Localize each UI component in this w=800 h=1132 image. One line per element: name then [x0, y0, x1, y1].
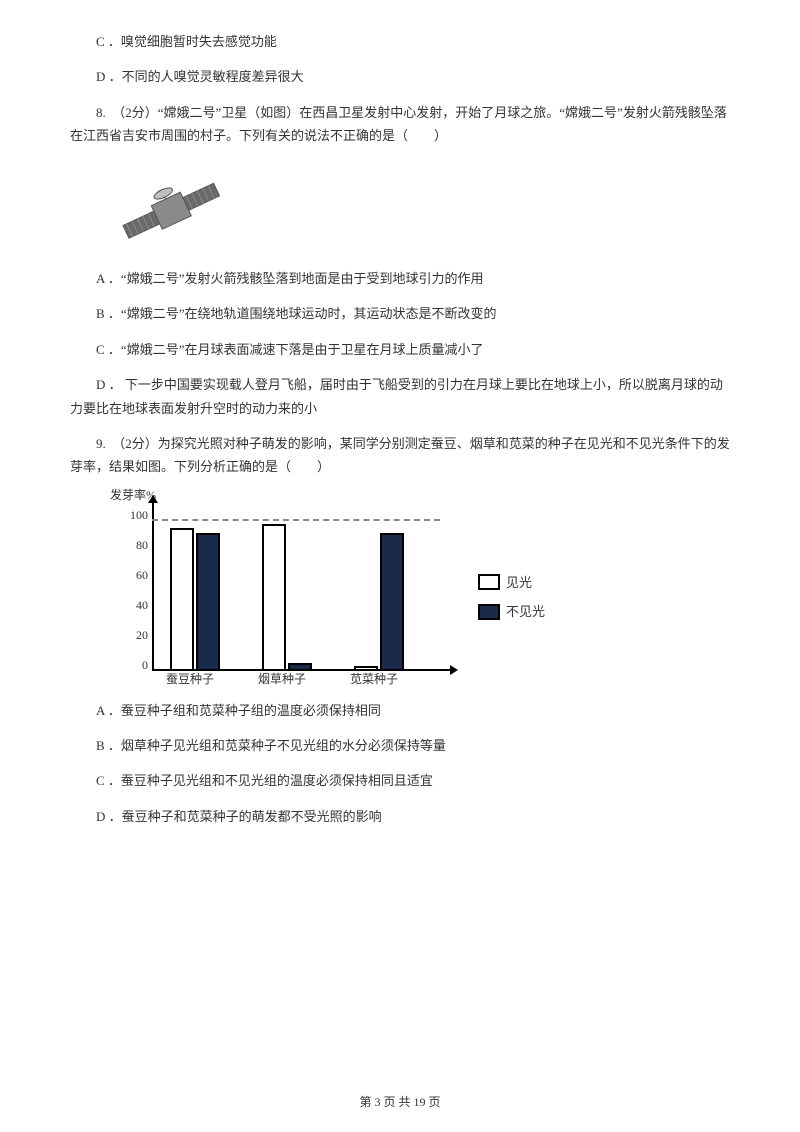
q9-option-d: D ．蚕豆种子和苋菜种子的萌发都不受光照的影响	[70, 805, 730, 828]
chart-tick: 20	[120, 625, 148, 647]
q7-option-d: D ．不同的人嗅觉灵敏程度差异很大	[70, 65, 730, 88]
q8-stem: 8. （2分）“嫦娥二号”卫星（如图）在西昌卫星发射中心发射，开始了月球之旅。“…	[70, 101, 730, 148]
chart-tick: 60	[120, 565, 148, 587]
document-page: C ．嗅觉细胞暂时失去感觉功能 D ．不同的人嗅觉灵敏程度差异很大 8. （2分…	[0, 0, 800, 1132]
chart-category-label: 蚕豆种子	[166, 669, 214, 691]
chart-category-label: 苋菜种子	[350, 669, 398, 691]
chart-tick: 40	[120, 595, 148, 617]
bar-candou-dark	[196, 533, 220, 671]
germination-chart: 发芽率% 0 20 40 60 80 100 蚕豆种子	[110, 491, 580, 691]
chart-tick: 0	[120, 655, 148, 677]
chart-category-label: 烟草种子	[258, 669, 306, 691]
q8-option-c: C ．“嫦娥二号”在月球表面减速下落是由于卫星在月球上质量减小了	[70, 338, 730, 361]
bar-xiancai-dark	[380, 533, 404, 671]
q8-option-d: D ． 下一步中国要实现载人登月飞船，届时由于飞船受到的引力在月球上要比在地球上…	[70, 373, 730, 420]
q8-option-a: A ．“嫦娥二号”发射火箭残骸坠落到地面是由于受到地球引力的作用	[70, 267, 730, 290]
legend-swatch-dark	[478, 604, 500, 620]
chart-gridline-100	[152, 519, 440, 521]
chart-tick: 100	[120, 505, 148, 527]
q9-option-a: A ．蚕豆种子组和苋菜种子组的温度必须保持相同	[70, 699, 730, 722]
legend-label-dark: 不见光	[506, 600, 545, 623]
q7-option-c: C ．嗅觉细胞暂时失去感觉功能	[70, 30, 730, 53]
q8-option-b: B ．“嫦娥二号”在绕地轨道围绕地球运动时，其运动状态是不断改变的	[70, 302, 730, 325]
legend-label-light: 见光	[506, 571, 532, 594]
chart-legend: 见光 不见光	[478, 571, 545, 630]
q9-stem: 9. （2分）为探究光照对种子萌发的影响，某同学分别测定蚕豆、烟草和苋菜的种子在…	[70, 432, 730, 479]
legend-swatch-light	[478, 574, 500, 590]
q9-option-c: C ．蚕豆种子见光组和不见光组的温度必须保持相同且适宜	[70, 769, 730, 792]
satellite-image	[110, 168, 230, 248]
chart-y-axis	[152, 503, 154, 671]
bar-yancao-light	[262, 524, 286, 671]
bar-candou-light	[170, 528, 194, 671]
chart-tick: 80	[120, 535, 148, 557]
q9-option-b: B ．烟草种子见光组和苋菜种子不见光组的水分必须保持等量	[70, 734, 730, 757]
page-footer: 第 3 页 共 19 页	[0, 1092, 800, 1114]
